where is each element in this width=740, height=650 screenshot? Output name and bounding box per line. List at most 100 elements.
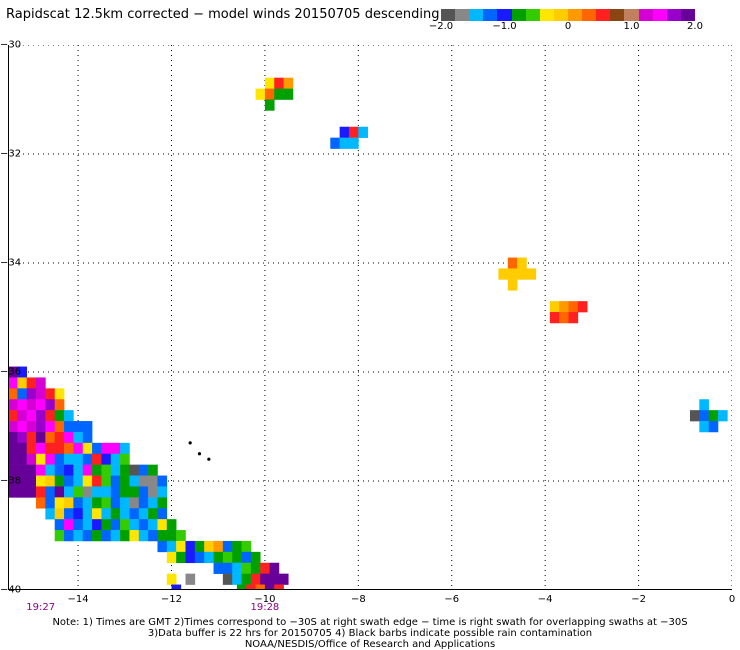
wind-cell <box>54 508 65 520</box>
wind-cell <box>129 464 140 476</box>
wind-cell <box>176 551 186 564</box>
wind-cell <box>222 551 233 564</box>
wind-cell <box>148 530 158 542</box>
colorbar-swatch <box>511 9 526 21</box>
wind-cell <box>73 486 84 498</box>
colorbar-swatch <box>624 9 639 21</box>
wind-cell <box>699 421 709 433</box>
wind-cell <box>138 530 149 542</box>
wind-cell <box>54 442 65 455</box>
wind-cell <box>110 475 121 487</box>
wind-cell <box>92 464 102 476</box>
wind-cell <box>157 530 168 542</box>
wind-cell <box>82 453 93 465</box>
wind-cell <box>92 530 102 542</box>
wind-cell <box>54 486 65 498</box>
wind-cell <box>8 442 18 455</box>
rain-barb <box>207 457 211 461</box>
wind-cell <box>17 410 27 422</box>
wind-cell <box>120 497 130 509</box>
wind-cell <box>129 486 140 498</box>
wind-cell <box>54 453 65 465</box>
wind-cell <box>82 508 93 520</box>
wind-cell <box>222 540 233 553</box>
wind-cell <box>64 453 74 465</box>
colorbar-tick-label: 2.0 <box>687 21 703 32</box>
wind-cell <box>17 399 27 411</box>
note-line-2: 3)Data buffer is 22 hrs for 20150705 4) … <box>147 628 593 639</box>
wind-cell <box>8 464 18 476</box>
wind-cell <box>45 442 56 455</box>
wind-cell <box>185 551 196 564</box>
wind-cell <box>36 497 46 509</box>
wind-cell <box>166 519 177 531</box>
wind-cell <box>166 530 177 542</box>
wind-cell <box>194 551 205 564</box>
wind-cell <box>64 475 74 487</box>
wind-cell <box>17 464 27 476</box>
wind-cell <box>54 421 65 433</box>
wind-cell <box>129 475 140 487</box>
colorbar-swatch <box>652 9 667 21</box>
wind-cell <box>559 312 569 324</box>
wind-cell <box>213 562 224 574</box>
wind-cell <box>36 475 46 487</box>
wind-cell <box>36 431 46 444</box>
wind-cell <box>264 584 275 590</box>
wind-cell <box>73 442 84 455</box>
wind-cell <box>274 584 284 590</box>
colorbar-swatch <box>680 9 695 21</box>
wind-cell <box>507 268 518 280</box>
wind-cell <box>166 573 177 585</box>
wind-cell <box>8 399 18 411</box>
wind-cell <box>148 464 158 476</box>
wind-cell <box>73 453 84 465</box>
wind-cell <box>264 99 275 111</box>
colorbar-swatch <box>497 9 512 21</box>
wind-cell <box>82 421 93 433</box>
wind-cell <box>64 442 74 455</box>
wind-cell <box>82 464 93 476</box>
wind-cell <box>339 126 350 138</box>
wind-cell <box>283 77 294 89</box>
wind-cell <box>64 431 74 444</box>
wind-cell <box>92 453 102 465</box>
wind-cell <box>36 399 46 411</box>
wind-cell <box>236 584 247 590</box>
wind-cell <box>17 431 27 444</box>
wind-cell <box>255 584 266 590</box>
wind-cell <box>26 399 37 411</box>
wind-cell <box>157 486 168 498</box>
wind-cell <box>213 540 224 553</box>
wind-cell <box>348 126 359 138</box>
wind-cell <box>17 366 27 378</box>
wind-cell <box>45 486 56 498</box>
wind-cell <box>8 410 18 422</box>
wind-cell <box>26 431 37 444</box>
colorbar-swatch <box>582 9 597 21</box>
wind-cell <box>176 530 186 542</box>
wind-cell <box>689 410 700 422</box>
wind-cells <box>8 77 728 590</box>
wind-cell <box>264 88 275 100</box>
swath-time-label: 19:27 <box>26 602 56 613</box>
wind-cell <box>120 453 130 465</box>
wind-cell <box>260 562 270 574</box>
wind-cell <box>264 77 275 89</box>
wind-cell <box>138 464 149 476</box>
wind-cell <box>166 540 177 553</box>
wind-cell <box>120 464 130 476</box>
wind-cell <box>82 497 93 509</box>
wind-cell <box>138 519 149 531</box>
wind-cell <box>54 388 65 400</box>
wind-cell <box>110 442 121 455</box>
longitude-tick-label: −4 <box>537 594 553 605</box>
wind-cell <box>241 573 252 585</box>
wind-cell <box>8 366 18 378</box>
wind-cell <box>64 464 74 476</box>
colorbar-swatch <box>666 9 681 21</box>
wind-cell <box>54 464 65 476</box>
colorbar-swatch <box>455 9 470 21</box>
wind-cell <box>26 377 37 389</box>
wind-cell <box>110 497 121 509</box>
